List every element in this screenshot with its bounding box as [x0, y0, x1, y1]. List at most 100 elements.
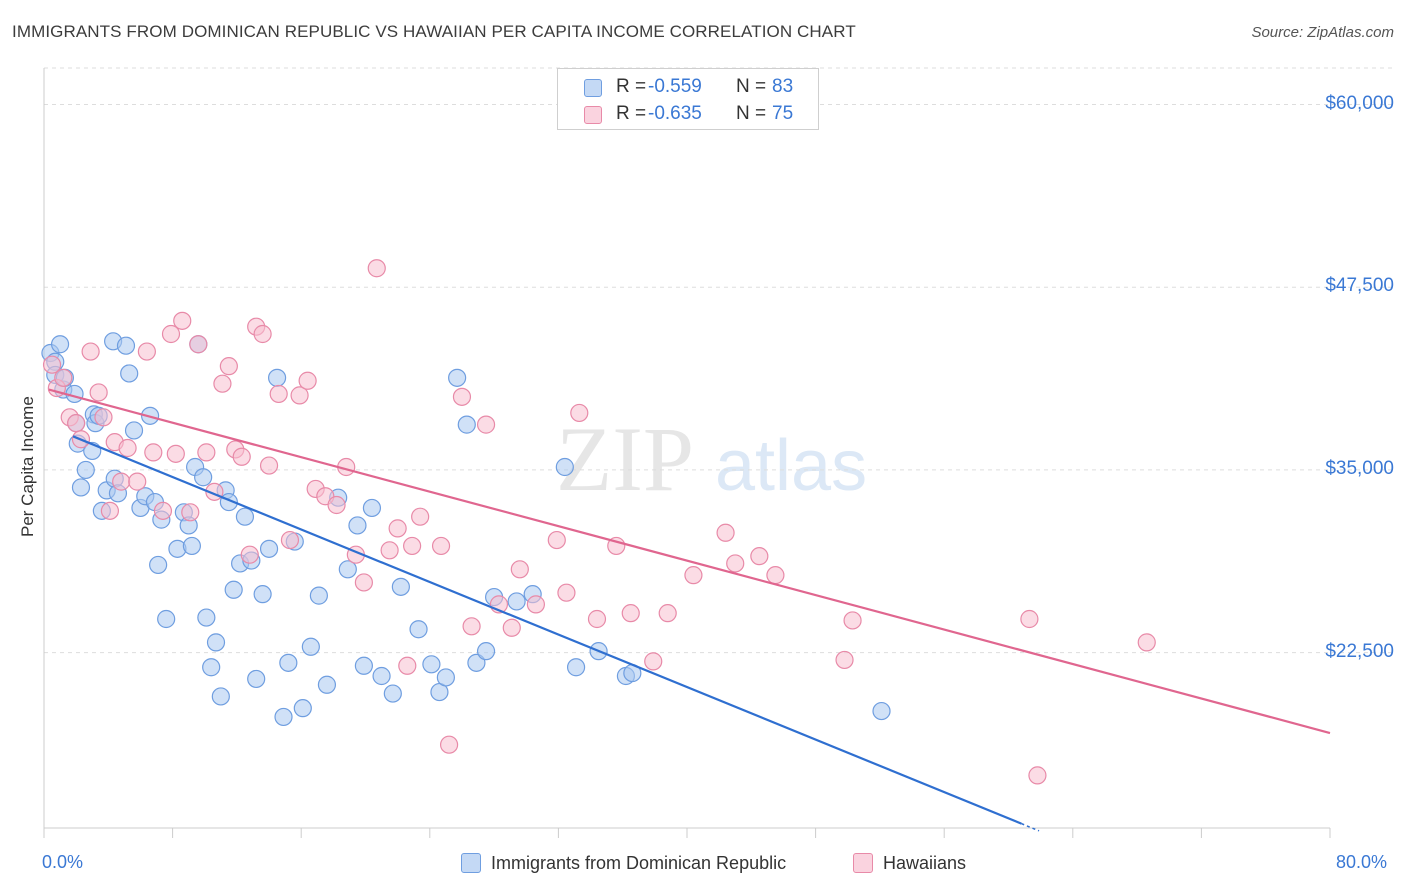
- legend-row-dominican: R = -0.559 N = 83: [558, 73, 818, 101]
- data-point-dominican: [293, 699, 312, 718]
- data-point-hawaiian: [137, 342, 156, 361]
- legend-swatch-pink: [853, 853, 873, 873]
- legend-n-value: 83: [772, 76, 794, 97]
- data-point-hawaiian: [462, 617, 481, 636]
- watermark-atlas: atlas: [715, 426, 867, 506]
- data-point-dominican: [211, 687, 230, 706]
- data-point-hawaiian: [526, 595, 545, 614]
- data-point-hawaiian: [1137, 633, 1156, 652]
- data-point-hawaiian: [439, 735, 459, 754]
- y-tick-label: $60,000: [1325, 92, 1394, 114]
- y-tick-label: $35,000: [1325, 457, 1394, 479]
- data-point-hawaiian: [118, 438, 137, 458]
- data-point-dominican: [124, 421, 144, 440]
- data-point-hawaiian: [173, 311, 192, 330]
- legend-label-hawaiian: Hawaiians: [883, 853, 967, 873]
- correlation-legend: R = -0.559 N = 83 R = -0.635 N = 75: [557, 68, 819, 130]
- data-point-hawaiian: [510, 560, 529, 579]
- data-point-dominican: [301, 637, 320, 656]
- data-point-dominican: [194, 468, 213, 487]
- data-point-hawaiian: [380, 541, 399, 560]
- data-point-dominican: [274, 707, 293, 727]
- legend-swatch-blue: [461, 853, 481, 873]
- data-point-dominican: [422, 655, 441, 674]
- data-point-hawaiian: [644, 652, 663, 671]
- data-point-hawaiian: [1028, 766, 1047, 785]
- data-point-hawaiian: [240, 545, 259, 564]
- data-point-dominican: [448, 368, 467, 387]
- data-point-dominican: [566, 658, 586, 677]
- data-point-dominican: [182, 536, 201, 556]
- data-point-hawaiian: [726, 554, 745, 573]
- data-point-hawaiian: [557, 583, 576, 602]
- data-point-hawaiian: [502, 618, 521, 637]
- y-tick-label: $47,500: [1325, 275, 1394, 297]
- data-point-hawaiian: [398, 656, 417, 675]
- data-point-dominican: [120, 364, 139, 383]
- data-point-dominican: [224, 580, 243, 599]
- data-point-dominican: [383, 684, 402, 703]
- trend-lines: [48, 388, 1331, 832]
- data-point-hawaiian: [621, 604, 640, 623]
- legend-r-label: R =: [616, 76, 647, 97]
- data-point-dominican: [348, 516, 367, 535]
- y-tick-label: $22,500: [1325, 640, 1394, 662]
- data-point-dominican: [206, 633, 226, 652]
- data-point-dominican: [354, 656, 373, 675]
- data-point-dominican: [467, 653, 486, 672]
- data-point-dominican: [362, 498, 382, 518]
- legend-n-value: 75: [772, 103, 794, 124]
- series-hawaiian-points: [42, 259, 1156, 785]
- legend-n-label: N =: [736, 103, 767, 124]
- data-point-dominican: [279, 653, 298, 672]
- data-point-dominican: [50, 335, 70, 354]
- data-point-dominican: [253, 585, 272, 604]
- legend-swatch-pink: [584, 106, 602, 124]
- data-point-hawaiian: [411, 507, 430, 526]
- data-point-hawaiian: [232, 447, 251, 466]
- source-credit: Source: ZipAtlas.com: [1251, 24, 1394, 41]
- data-point-hawaiian: [54, 368, 73, 387]
- legend-row-hawaiian: R = -0.635 N = 75: [558, 100, 818, 128]
- trend-line-hawaiian: [48, 388, 1331, 735]
- data-point-hawaiian: [476, 415, 496, 434]
- data-point-hawaiian: [166, 444, 185, 463]
- data-point-hawaiian: [298, 371, 317, 390]
- legend-r-value: -0.559: [648, 76, 702, 97]
- data-point-hawaiian: [354, 573, 373, 592]
- data-point-hawaiian: [388, 519, 407, 538]
- data-point-dominican: [872, 701, 891, 721]
- data-point-hawaiian: [259, 456, 279, 475]
- data-point-dominican: [372, 666, 391, 686]
- data-point-dominican: [338, 560, 357, 579]
- data-point-hawaiian: [219, 357, 238, 376]
- data-point-hawaiian: [658, 604, 677, 623]
- legend-r-value: -0.635: [648, 103, 702, 124]
- data-point-hawaiian: [327, 495, 346, 515]
- data-point-dominican: [409, 620, 428, 639]
- x-tick-min: 0.0%: [42, 852, 84, 872]
- legend-n-label: N =: [736, 76, 767, 97]
- legend-swatch-blue: [584, 79, 602, 97]
- data-point-hawaiian: [213, 374, 232, 393]
- data-point-dominican: [149, 555, 168, 575]
- x-tick-max: 80.0%: [1336, 852, 1388, 872]
- data-point-hawaiian: [835, 650, 854, 670]
- chart-title: IMMIGRANTS FROM DOMINICAN REPUBLIC VS HA…: [12, 22, 856, 41]
- data-point-hawaiian: [750, 547, 769, 566]
- trend-line-dominican-extension: [1021, 822, 1040, 832]
- data-point-hawaiian: [189, 335, 208, 354]
- data-point-hawaiian: [100, 501, 120, 520]
- data-point-hawaiian: [587, 609, 607, 629]
- data-point-hawaiian: [128, 472, 147, 491]
- data-point-hawaiian: [403, 536, 422, 556]
- data-point-dominican: [436, 668, 455, 687]
- data-point-dominican: [555, 457, 574, 477]
- data-point-hawaiian: [1020, 609, 1039, 629]
- data-point-hawaiian: [112, 472, 131, 491]
- data-point-dominican: [457, 415, 476, 434]
- data-point-hawaiian: [42, 355, 62, 374]
- data-point-hawaiian: [94, 408, 113, 427]
- data-point-dominican: [235, 507, 255, 526]
